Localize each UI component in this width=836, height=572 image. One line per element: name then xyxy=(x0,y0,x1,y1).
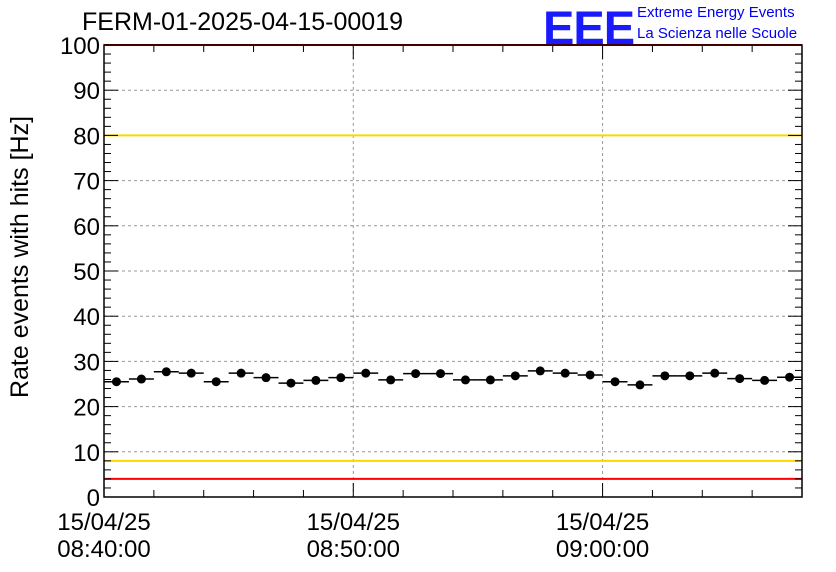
y-tick-label: 70 xyxy=(73,169,100,196)
data-point xyxy=(735,374,745,384)
data-point xyxy=(610,377,620,387)
x-tick-time-label: 08:50:00 xyxy=(307,536,400,563)
logo-line-2: La Scienza nelle Scuole xyxy=(637,25,798,42)
data-point xyxy=(336,373,346,383)
data-point xyxy=(785,372,795,382)
data-point xyxy=(311,375,321,385)
data-point xyxy=(111,377,121,387)
data-point xyxy=(585,370,595,380)
y-tick-label: 30 xyxy=(73,349,100,376)
data-point xyxy=(411,369,421,379)
data-point xyxy=(685,371,695,381)
data-point xyxy=(510,371,520,381)
data-point xyxy=(635,380,645,390)
data-point xyxy=(286,378,296,388)
y-tick-label: 50 xyxy=(73,259,100,286)
y-tick-label: 60 xyxy=(73,214,100,241)
data-point xyxy=(386,375,396,385)
x-tick-date-label: 15/04/25 xyxy=(307,509,400,536)
data-point xyxy=(485,375,495,385)
logo-line-1: Extreme Energy Events xyxy=(637,4,795,21)
threshold-lines xyxy=(104,44,802,480)
plot-frame xyxy=(103,44,803,498)
data-point xyxy=(361,368,371,378)
data-point xyxy=(436,369,446,379)
data-points xyxy=(104,366,802,390)
y-tick-label: 10 xyxy=(73,440,100,467)
data-point xyxy=(710,368,720,378)
chart-title: FERM-01-2025-04-15-00019 xyxy=(82,8,404,36)
y-tick-label: 80 xyxy=(73,123,100,150)
axis-labels: 010203040506070809010015/04/2508:40:0015… xyxy=(57,33,649,563)
data-point xyxy=(211,377,221,387)
y-tick-label: 20 xyxy=(73,395,100,422)
data-point xyxy=(161,367,171,377)
y-tick-label: 90 xyxy=(73,78,100,105)
data-point xyxy=(236,368,246,378)
data-point xyxy=(760,375,770,385)
y-tick-label: 100 xyxy=(60,33,100,60)
data-point xyxy=(560,368,570,378)
data-point xyxy=(136,374,146,384)
data-point xyxy=(535,366,545,376)
data-point xyxy=(660,371,670,381)
x-tick-time-label: 08:40:00 xyxy=(57,536,150,563)
data-point xyxy=(261,373,271,383)
data-point xyxy=(186,368,196,378)
x-tick-time-label: 09:00:00 xyxy=(556,536,649,563)
y-axis-label: Rate events with hits [Hz] xyxy=(6,116,34,398)
x-tick-date-label: 15/04/25 xyxy=(556,509,649,536)
y-tick-label: 0 xyxy=(87,485,100,512)
y-tick-label: 40 xyxy=(73,304,100,331)
data-point xyxy=(460,375,470,385)
x-tick-date-label: 15/04/25 xyxy=(57,509,150,536)
grid xyxy=(104,45,802,497)
